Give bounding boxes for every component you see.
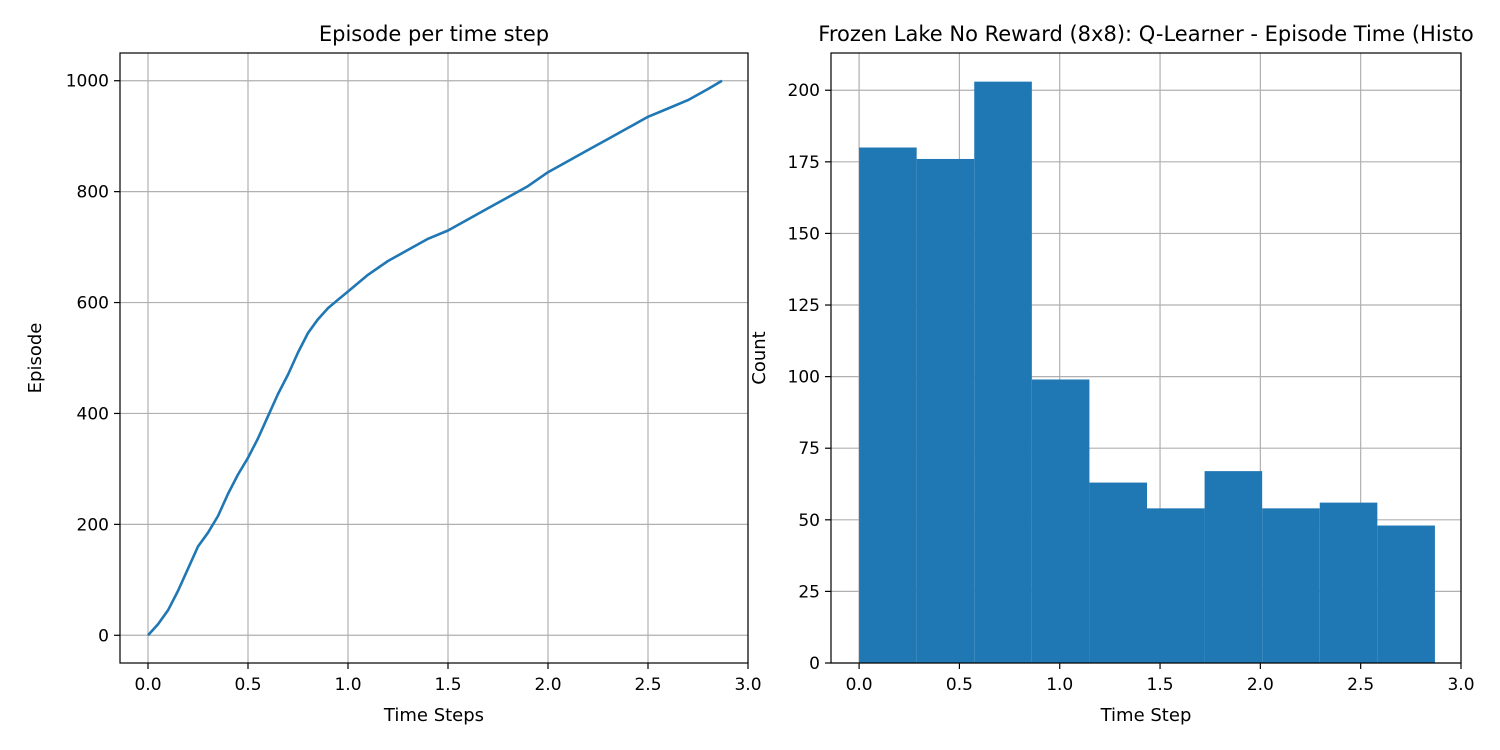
- axes-frame: [830, 52, 1462, 664]
- x-tick-label: 2.0: [1247, 675, 1274, 695]
- y-axis-label: Count: [749, 331, 770, 384]
- x-axis-label: Time Steps: [383, 705, 484, 726]
- x-tick-label: 0.5: [946, 675, 973, 695]
- y-tick-label: 0: [98, 626, 109, 646]
- x-tick-label: 3.0: [734, 675, 761, 695]
- x-tick-label: 1.0: [334, 675, 361, 695]
- y-tick-label: 25: [798, 582, 820, 602]
- histogram-bar: [916, 158, 975, 663]
- y-tick-label: 400: [77, 404, 109, 424]
- histogram-bar: [1319, 502, 1378, 663]
- y-tick-label: 75: [798, 439, 820, 459]
- x-tick-label: 0.0: [134, 675, 161, 695]
- x-tick-label: 3.0: [1447, 675, 1474, 695]
- x-tick-label: 2.5: [1347, 675, 1374, 695]
- x-tick-label: 0.0: [846, 675, 873, 695]
- histogram-bar: [1377, 525, 1435, 663]
- histogram-bar: [1262, 508, 1320, 663]
- y-tick-label: 50: [798, 511, 820, 531]
- y-tick-label: 600: [77, 294, 109, 314]
- x-tick-label: 2.0: [534, 675, 561, 695]
- axes-frame: [119, 52, 749, 664]
- x-axis-label: Time Step: [1100, 705, 1192, 726]
- chart-title: Frozen Lake No Reward (8x8): Q-Learner -…: [818, 22, 1473, 46]
- y-tick-label: 150: [788, 224, 820, 244]
- x-tick-label: 1.0: [1046, 675, 1073, 695]
- y-tick-label: 200: [77, 515, 109, 535]
- chart-2: 0.0 0.5 1.0 1.5 2.0 2.5 3.0 0 25 50 75 100 125 150 175…: [749, 22, 1475, 726]
- chart-title: Episode per time step: [319, 22, 549, 46]
- y-tick-label: 100: [788, 368, 820, 388]
- series-line: [147, 79, 723, 637]
- y-tick-label: 125: [788, 296, 820, 316]
- y-axis-label: Episode: [25, 323, 46, 394]
- histogram-bar: [1147, 508, 1205, 663]
- y-tick-label: 0: [809, 654, 820, 674]
- histogram-bar: [1089, 482, 1148, 663]
- x-tick-label: 2.5: [634, 675, 661, 695]
- histogram-bar: [1031, 379, 1090, 663]
- y-tick-label: 800: [77, 183, 109, 203]
- y-tick-label: 1000: [66, 72, 109, 92]
- histogram-bar: [859, 147, 917, 663]
- x-tick-label: 0.5: [234, 675, 261, 695]
- x-tick-label: 1.5: [1147, 675, 1174, 695]
- histogram-bar: [1204, 471, 1263, 663]
- y-tick-label: 175: [788, 153, 820, 173]
- chart-1: 0.0 0.5 1.0 1.5 2.0 2.5 3.0 0 200 400 600 800 1000 Ep…: [25, 22, 762, 726]
- y-tick-label: 200: [788, 81, 820, 101]
- x-tick-label: 1.5: [434, 675, 461, 695]
- histogram-bar: [974, 81, 1032, 664]
